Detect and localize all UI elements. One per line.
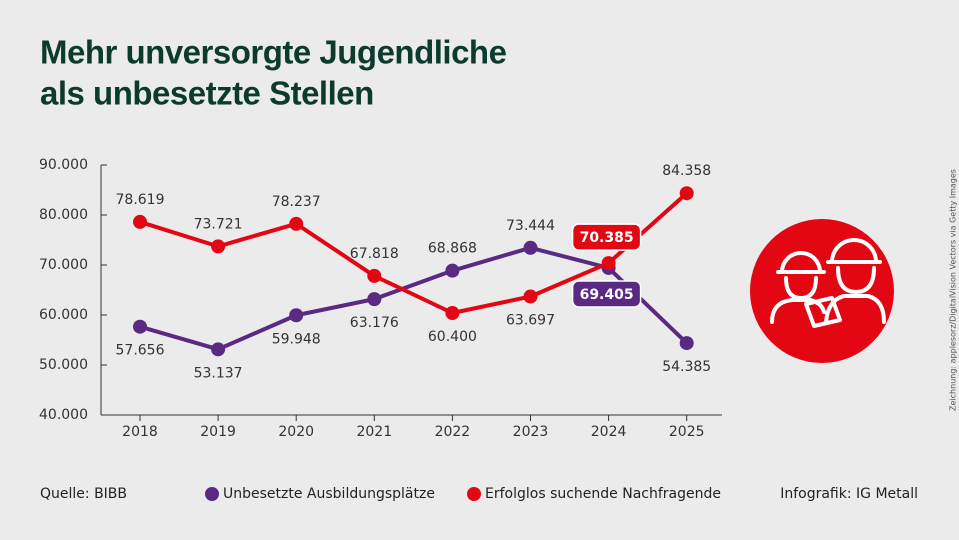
image-credit: Zeichnung: applesorz/DigitalVision Vecto… <box>949 169 958 411</box>
value-label: 70.385 <box>580 230 634 246</box>
y-tick-label: 40.000 <box>39 407 88 423</box>
value-label: 84.358 <box>662 163 711 179</box>
y-tick-label: 60.000 <box>39 307 88 323</box>
value-label: 67.818 <box>350 246 399 262</box>
worker-icon <box>750 219 894 363</box>
y-tick-label: 70.000 <box>39 257 88 273</box>
y-tick-label: 80.000 <box>39 207 88 223</box>
x-tick-label: 2020 <box>278 424 314 440</box>
point <box>289 308 304 323</box>
point <box>445 306 460 320</box>
x-tick-label: 2018 <box>122 424 158 440</box>
point <box>289 216 304 231</box>
point <box>523 289 538 304</box>
value-label: 54.385 <box>662 359 711 375</box>
value-label: 78.619 <box>116 192 165 208</box>
source: Quelle: BIBB <box>40 486 127 502</box>
value-label: 60.400 <box>428 329 477 345</box>
x-tick-label: 2025 <box>669 424 705 440</box>
value-label: 69.405 <box>580 287 634 303</box>
chart-title: als unbesetzte Stellen <box>40 75 374 112</box>
value-label: 73.721 <box>194 216 243 232</box>
value-label: 78.237 <box>272 194 321 210</box>
highlight-box <box>571 223 642 251</box>
series-line <box>139 191 689 315</box>
legend-label: Erfolglos suchende Nachfragende <box>485 486 721 502</box>
point <box>679 336 694 351</box>
value-label: 68.868 <box>428 241 477 257</box>
legend-label: Unbesetzte Ausbildungsplätze <box>223 486 435 502</box>
value-label: 63.176 <box>350 315 399 331</box>
value-label: 53.137 <box>194 365 243 381</box>
point <box>133 214 147 229</box>
point <box>679 186 694 201</box>
value-label: 63.697 <box>506 313 555 329</box>
point <box>367 292 382 307</box>
point <box>211 239 226 254</box>
value-label: 59.948 <box>272 331 321 347</box>
point <box>523 240 538 255</box>
chart-title: Mehr unversorgte Jugendliche <box>40 34 507 71</box>
x-tick-label: 2022 <box>435 424 471 440</box>
y-tick-label: 90.000 <box>39 157 88 173</box>
series-line <box>139 245 689 352</box>
point <box>367 268 382 283</box>
value-label: 73.444 <box>506 218 555 234</box>
x-tick-label: 2019 <box>200 424 236 440</box>
point <box>601 256 616 271</box>
y-tick-label: 50.000 <box>39 357 88 373</box>
point <box>211 342 226 357</box>
legend-marker <box>205 487 219 501</box>
x-tick-label: 2023 <box>513 424 549 440</box>
point <box>133 319 147 334</box>
x-tick-label: 2024 <box>591 424 627 440</box>
legend-marker <box>467 487 481 501</box>
value-label: 57.656 <box>116 343 165 359</box>
x-tick-label: 2021 <box>356 424 392 440</box>
highlight-box <box>571 280 642 308</box>
point <box>445 263 460 278</box>
credit: Infografik: IG Metall <box>780 486 918 502</box>
